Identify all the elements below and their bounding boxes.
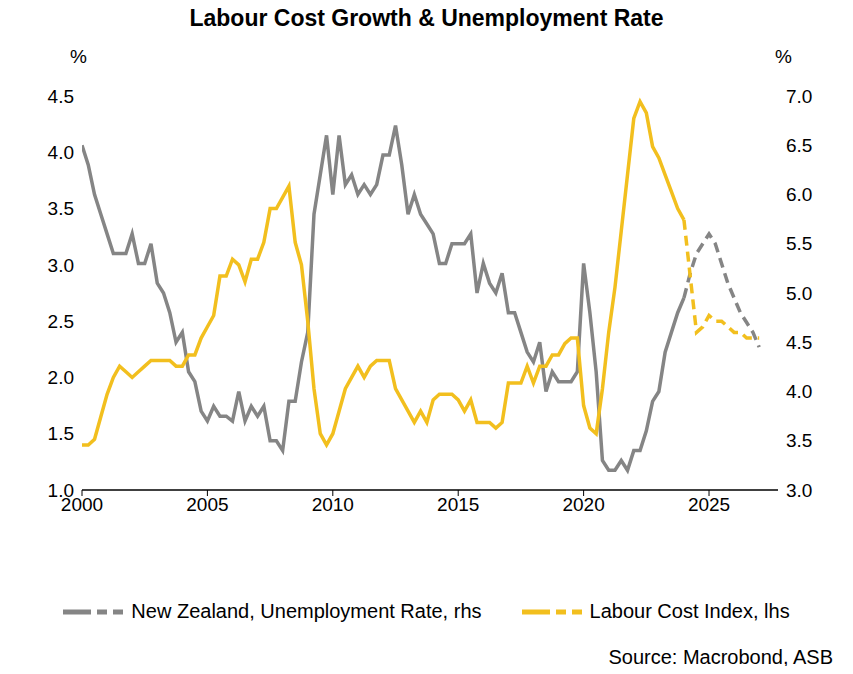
svg-text:2020: 2020 (562, 494, 604, 515)
svg-text:3.0: 3.0 (786, 480, 812, 501)
svg-text:4.0: 4.0 (786, 381, 812, 402)
html-text:Labour Cost Growth & Unemploym: Labour Cost Growth & Unemployment Rate (189, 5, 664, 31)
svg-text:5.0: 5.0 (786, 283, 812, 304)
svg-text:2015: 2015 (437, 494, 479, 515)
svg-text:4.5: 4.5 (48, 86, 74, 107)
html-text:Source: Macrobond, ASB: Source: Macrobond, ASB (608, 646, 833, 668)
svg-text:1.5: 1.5 (48, 423, 74, 444)
html-text:Labour Cost Index, lhs: Labour Cost Index, lhs (589, 600, 790, 622)
svg-text:3.0: 3.0 (48, 255, 74, 276)
svg-text:4.5: 4.5 (786, 332, 812, 353)
svg-text:1.0: 1.0 (48, 480, 74, 501)
svg-text:5.5: 5.5 (786, 233, 812, 254)
svg-text:7.0: 7.0 (786, 86, 812, 107)
svg-text:2010: 2010 (312, 494, 354, 515)
svg-text:4.0: 4.0 (48, 142, 74, 163)
svg-text:3.5: 3.5 (48, 198, 74, 219)
svg-text:2025: 2025 (688, 494, 730, 515)
svg-text:2.5: 2.5 (48, 311, 74, 332)
svg-text:3.5: 3.5 (786, 430, 812, 451)
svg-text:2.0: 2.0 (48, 367, 74, 388)
html-text:New Zealand, Unemployment Rate: New Zealand, Unemployment Rate, rhs (131, 600, 482, 622)
svg-text:2000: 2000 (60, 494, 104, 516)
svg-text:6.5: 6.5 (786, 135, 812, 156)
svg-text:6.0: 6.0 (786, 184, 812, 205)
svg-text:2005: 2005 (186, 494, 228, 515)
